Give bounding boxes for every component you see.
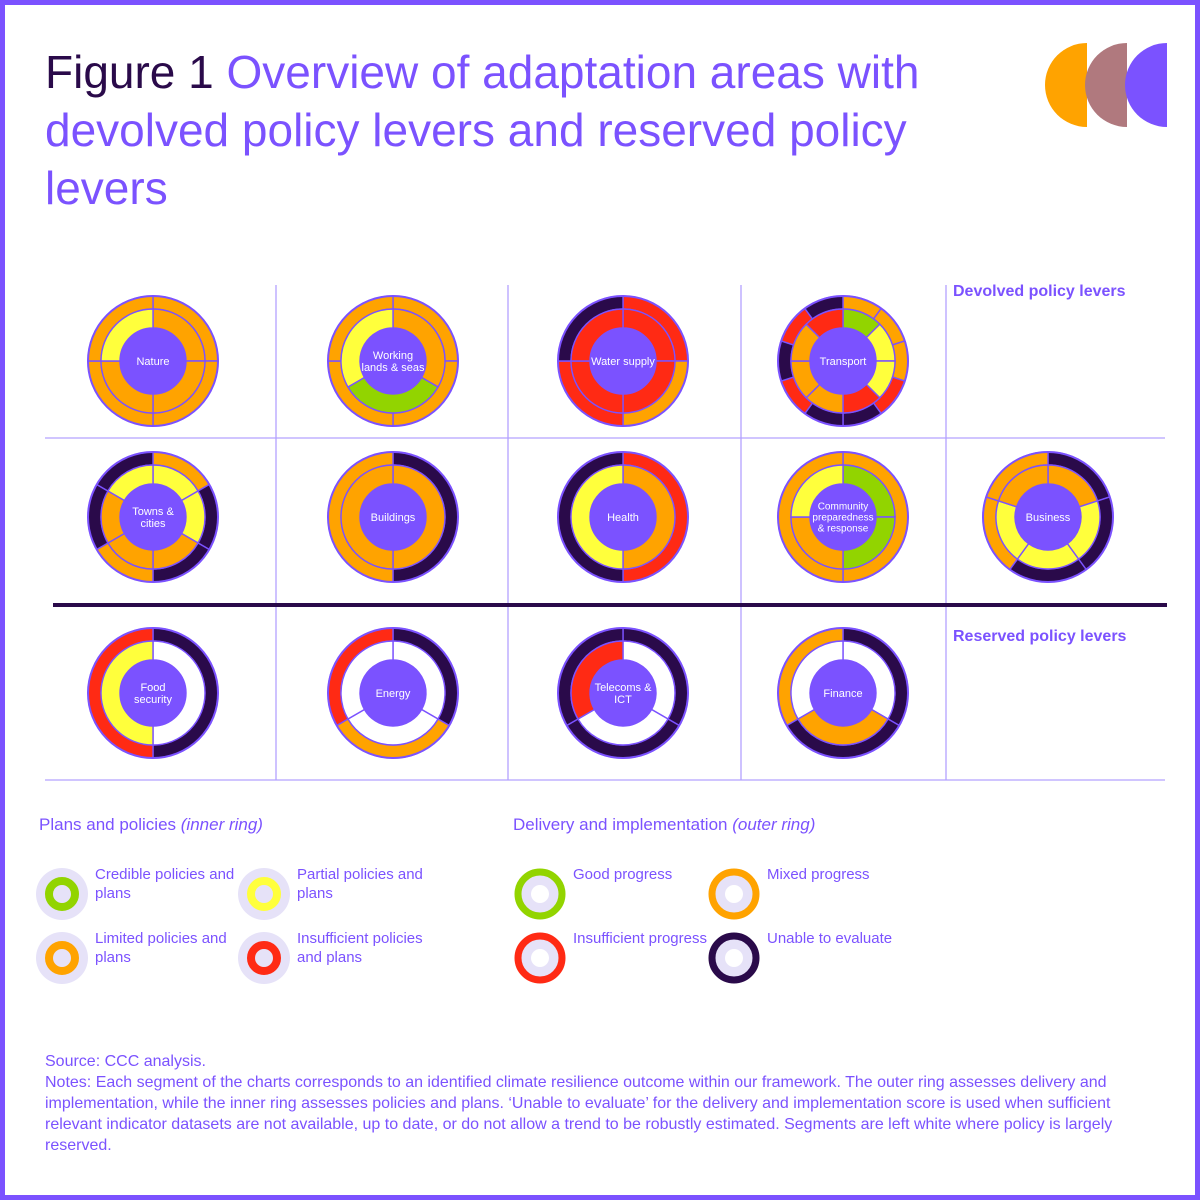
donut-center [810, 484, 876, 550]
donut-towns-cities: Towns & cities [87, 451, 219, 583]
donut-center [810, 328, 876, 394]
donut-outline [777, 451, 909, 583]
adaptation-areas-chart: Nature Working lands & seas Water supply Tra… [45, 285, 1167, 781]
legend-inner-credible: Credible policies and plans [35, 866, 235, 921]
legend-label: Credible policies and plans [95, 866, 235, 902]
figure-number: Figure 1 [45, 46, 214, 98]
donut-outline [777, 627, 909, 759]
donut-center [590, 484, 656, 550]
donut-center [590, 328, 656, 394]
reserved-levers-label: Reserved policy levers [953, 628, 1127, 645]
legend-label: Good progress [573, 866, 673, 883]
donut-label: Energy [376, 688, 411, 700]
donut-business: Business [982, 451, 1114, 583]
donut-center [360, 660, 426, 726]
donut-label: Water supply [591, 356, 655, 368]
donut-label: Health [607, 512, 639, 524]
legend-swatch [708, 932, 760, 984]
legend-outer-good: Good progress [513, 866, 713, 921]
donut-outline [982, 451, 1114, 583]
donut-outline [87, 295, 219, 427]
legend-swatch [238, 868, 290, 920]
donut-outline [327, 627, 459, 759]
legend-swatch [238, 932, 290, 984]
donut-outline [87, 451, 219, 583]
donut-center [810, 660, 876, 726]
donut-telecoms: Telecoms & ICT [557, 627, 689, 759]
donut-outline [327, 295, 459, 427]
figure-title: Figure 1 Overview of adaptation areas wi… [45, 43, 1035, 217]
donut-center [120, 660, 186, 726]
donut-label: Nature [136, 356, 169, 368]
donut-outline [87, 627, 219, 759]
legend-swatch [36, 868, 88, 920]
donut-outline [327, 451, 459, 583]
donut-label: Business [1026, 512, 1071, 524]
donut-finance: Finance [777, 627, 909, 759]
legend-swatch [708, 868, 760, 920]
donut-nature: Nature [87, 295, 219, 427]
donut-center [120, 328, 186, 394]
legend-inner-title: Plans and policies (inner ring) [39, 815, 263, 834]
donut-label: Buildings [371, 512, 416, 524]
logo-shape-2 [1085, 43, 1127, 127]
donut-label: Community preparedness & response [812, 502, 873, 535]
donut-buildings: Buildings [327, 451, 459, 583]
ccc-logo [1045, 43, 1167, 127]
donut-label: Working lands & seas [362, 350, 425, 374]
figure-title-text: Overview of adaptation areas with devolv… [45, 46, 920, 214]
legend-outer-insufficient: Insufficient progress [513, 930, 713, 985]
legend-label: Partial policies and plans [297, 866, 423, 902]
legend-label: Mixed progress [767, 866, 870, 883]
donut-center [590, 660, 656, 726]
donut-outline [557, 627, 689, 759]
donut-center [120, 484, 186, 550]
source-note: Source: CCC analysis. [45, 1053, 206, 1070]
inner-ring-segment [107, 464, 154, 502]
legend-swatch [514, 868, 566, 920]
footer: Source: CCC analysis. Notes: Each segmen… [45, 1051, 1165, 1156]
donut-label: Telecoms & ICT [595, 682, 653, 706]
donut-water-supply: Water supply [557, 295, 689, 427]
legend-inner-limited: Limited policies and plans [35, 930, 235, 985]
legend-inner-partial: Partial policies and plans [237, 866, 437, 921]
logo-shape-3 [1125, 43, 1167, 127]
donut-label: Towns & cities [132, 506, 174, 530]
donut-outline [557, 295, 689, 427]
legend-outer-title: Delivery and implementation (outer ring) [513, 815, 816, 834]
legend-swatch [36, 932, 88, 984]
donut-health: Health [557, 451, 689, 583]
legend-label: Insufficient policies and plans [297, 930, 423, 966]
legend-outer-mixed: Mixed progress [707, 866, 907, 921]
legend-swatch [514, 932, 566, 984]
legend-label: Insufficient progress [573, 930, 707, 947]
donut-community: Community preparedness & response [777, 451, 909, 583]
devolved-levers-label: Devolved policy levers [953, 283, 1126, 300]
donut-food-security: Food security [87, 627, 219, 759]
donut-working-lands: Working lands & seas [327, 295, 459, 427]
legend-label: Limited policies and plans [95, 930, 227, 966]
donut-outline [557, 451, 689, 583]
donut-label: Finance [823, 688, 862, 700]
donut-outline [777, 295, 909, 427]
legend-label: Unable to evaluate [767, 930, 893, 947]
donut-center [360, 484, 426, 550]
legend-outer-unable: Unable to evaluate [707, 930, 907, 985]
donut-energy: Energy [327, 627, 459, 759]
notes-text: Notes: Each segment of the charts corres… [45, 1074, 1113, 1154]
donut-label: Food security [134, 682, 172, 706]
legend-inner-insufficient: Insufficient policies and plans [237, 930, 437, 985]
donut-center [360, 328, 426, 394]
logo-shape-1 [1045, 43, 1087, 127]
donut-center [1015, 484, 1081, 550]
donut-transport: Transport [777, 295, 909, 427]
donut-label: Transport [820, 356, 867, 368]
